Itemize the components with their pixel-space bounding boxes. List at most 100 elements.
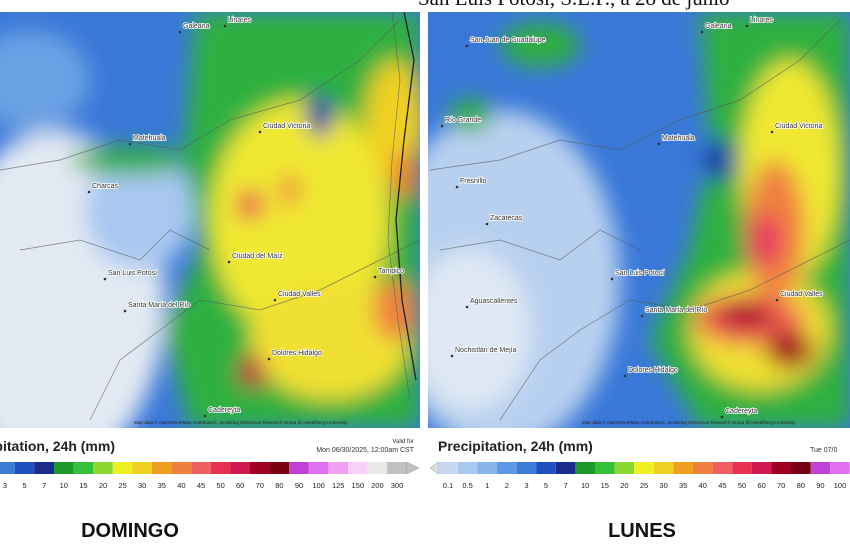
colorbar-label: 60 (757, 481, 765, 490)
colorbar-swatch (230, 462, 250, 474)
place-label: Tampico (378, 268, 404, 275)
place-label: Ciudad Valles (278, 291, 321, 298)
colorbar-label: 100 (312, 481, 325, 490)
colorbar-label: 80 (797, 481, 805, 490)
colorbar: 0.1 0.5 1 2 3 5 7 10 15 20 25 30 35 40 45 50 60 70 80 90 100 (429, 461, 850, 490)
place-dot (465, 44, 469, 48)
colorbar-label: 50 (738, 481, 746, 490)
colorbar-swatch (191, 462, 211, 474)
colorbar-swatch (712, 462, 733, 474)
colorbar-label: 150 (352, 481, 365, 490)
colorbar-swatch (575, 462, 595, 474)
colorbar-label: 15 (79, 481, 87, 490)
colorbar-swatch (516, 462, 537, 474)
place-label: San Luis Potosí (615, 270, 664, 277)
place-dot (455, 185, 459, 189)
place-label: Zacatecas (490, 215, 523, 222)
place-dot (720, 415, 724, 419)
place-dot (227, 260, 231, 264)
colorbar-label: 45 (197, 481, 205, 490)
colorbar-label: 10 (581, 481, 589, 490)
colorbar-label: 0.5 (462, 481, 472, 490)
place-label: Ciudad Victoria (775, 123, 822, 130)
place-dot (623, 374, 627, 378)
place-label: San Luis Potosí (108, 270, 157, 277)
colorbar-label: 70 (777, 481, 785, 490)
colorbar-label: 70 (256, 481, 264, 490)
colorbar-swatch (171, 462, 192, 474)
place-dot (450, 354, 454, 358)
place-label: Aguascalientes (470, 298, 518, 305)
place-dot (770, 130, 774, 134)
valid-time: Tue 07/0 (810, 447, 837, 454)
place-dot (610, 277, 614, 281)
colorbar-swatch (614, 462, 635, 474)
map-lunes (428, 12, 850, 428)
colorbar-label: 200 (371, 481, 384, 490)
colorbar-swatch (0, 462, 15, 474)
colorbar-arrow (429, 461, 439, 475)
colorbar-swatch (210, 462, 231, 474)
map-domingo (0, 12, 420, 428)
colorbar-label: 7 (564, 481, 568, 490)
colorbar-swatch (438, 462, 458, 474)
legend-title: Precipitation, 24h (mm) (0, 438, 115, 454)
place-dot (440, 124, 444, 128)
colorbar-label: 100 (834, 481, 847, 490)
attribution: Map data © OpenStreetMap contributors, r… (582, 419, 796, 425)
colorbar-swatch (367, 462, 388, 474)
place-dot (485, 222, 489, 226)
colorbar-swatch (14, 462, 35, 474)
colorbar-swatch (497, 462, 517, 474)
colorbar-label: 35 (679, 481, 687, 490)
colorbar-swatch (771, 462, 791, 474)
valid-time: Mon 06/30/2025, 12:00am CST (316, 447, 414, 454)
colorbar-swatch (93, 462, 113, 474)
place-label: Matehuala (133, 135, 166, 142)
colorbar-label: 30 (138, 481, 146, 490)
colorbar-label: 60 (236, 481, 244, 490)
place-dot (465, 305, 469, 309)
colorbar-label: 25 (640, 481, 648, 490)
colorbar-label: 25 (118, 481, 126, 490)
colorbar-label: 90 (816, 481, 824, 490)
place-dot (223, 24, 227, 28)
place-label: Dolores Hidalgo (272, 350, 322, 357)
colorbar-swatch (289, 462, 309, 474)
place-dot (373, 275, 377, 279)
place-label: San Juan de Guadalupe (470, 37, 546, 44)
place-dot (103, 277, 107, 281)
place-dot (775, 298, 779, 302)
place-label: Nochistlán de Mejía (455, 347, 517, 354)
colorbar-swatch (477, 462, 497, 474)
colorbar: 3 5 7 10 15 20 25 30 35 40 45 50 60 70 80 90 100 125 150 20… (0, 461, 420, 490)
colorbar-swatch (830, 462, 850, 474)
place-dot (128, 142, 132, 146)
colorbar-label: 80 (275, 481, 283, 490)
colorbar-swatch (693, 462, 713, 474)
place-dot (203, 414, 207, 418)
colorbar-swatch (250, 462, 270, 474)
place-label: Fresnillo (460, 178, 487, 185)
place-label: Santa María del Río (128, 302, 190, 309)
colorbar-label: 45 (718, 481, 726, 490)
place-label: Linares (750, 17, 773, 24)
colorbar-label: 7 (42, 481, 46, 490)
place-label: Dolores Hidalgo (628, 367, 678, 374)
colorbar-swatch (595, 462, 615, 474)
colorbar-swatch (791, 462, 811, 474)
colorbar-label: 2 (505, 481, 509, 490)
place-label: Ciudad del Maíz (232, 253, 283, 260)
place-dot (123, 309, 127, 313)
colorbar-label: 5 (544, 481, 548, 490)
colorbar-swatch (269, 462, 290, 474)
colorbar-swatch (555, 462, 576, 474)
place-dot (178, 30, 182, 34)
place-label: Linares (228, 17, 251, 24)
colorbar-swatch (810, 462, 831, 474)
place-dot (700, 30, 704, 34)
colorbar-swatch (308, 462, 329, 474)
valid-label: Valid for (392, 439, 414, 445)
colorbar-label: 0.1 (443, 481, 453, 490)
